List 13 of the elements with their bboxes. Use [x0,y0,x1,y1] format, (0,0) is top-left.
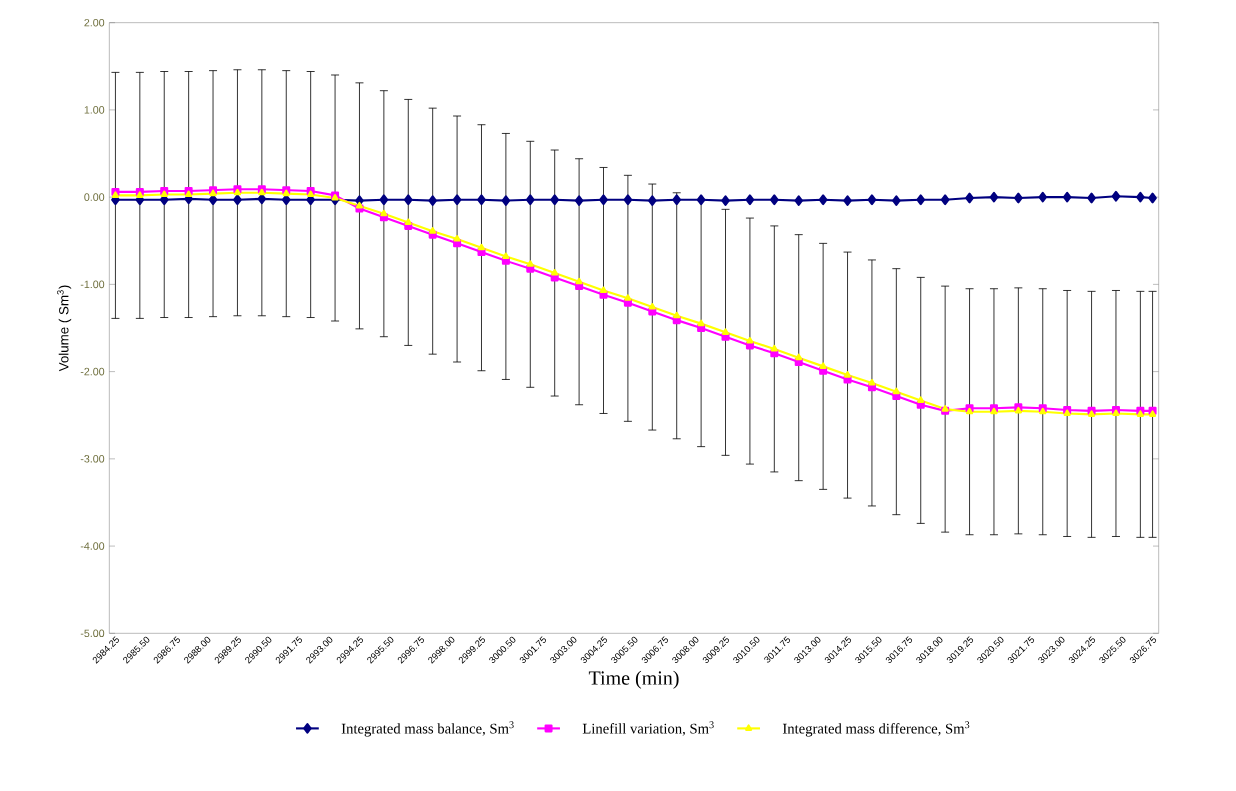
y-tick-label: -5.00 [80,629,105,638]
y-tick-label: -3.00 [80,455,105,463]
y-tick-label: -1.00 [80,280,105,289]
y-tick-label: -2.00 [80,368,105,376]
x-axis-title: Time (min) [588,670,679,690]
y-tick-label: -4.00 [80,542,105,551]
y-tick-label: 1.00 [84,106,105,114]
y-tick-label: 2.00 [84,19,105,27]
legend-label: Integrated mass difference, Sm$^{3}$ [782,721,970,737]
legend-label: Integrated mass balance, Sm$^{3}$ [341,721,514,737]
y-tick-label: 0.00 [84,193,105,202]
y-axis-title: Volume ( Sm$^{3}$) [57,285,72,372]
legend-label: Linefill variation, Sm$^{3}$ [582,721,714,736]
